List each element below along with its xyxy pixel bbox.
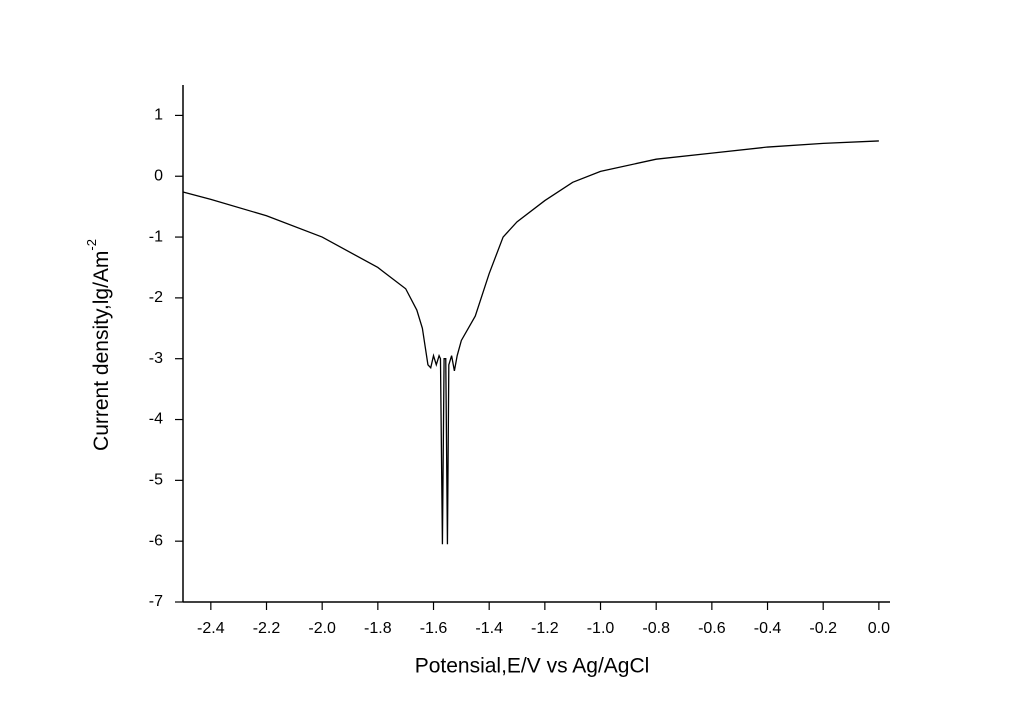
x-tick-label: -0.8 bbox=[642, 620, 670, 637]
y-axis-title: Current density,lg/Am-2 bbox=[84, 239, 112, 451]
data-line bbox=[182, 140, 879, 545]
y-tick-label: -7 bbox=[149, 593, 163, 610]
y-tick-label: -3 bbox=[149, 350, 163, 367]
x-tick-label: -1.4 bbox=[475, 620, 503, 637]
x-axis-title: Potensial,E/V vs Ag/AgCl bbox=[415, 655, 650, 678]
y-tick-label: -1 bbox=[149, 228, 163, 245]
y-tick-label: 1 bbox=[154, 107, 163, 124]
y-axis-title-text: Current density,lg/Am bbox=[90, 251, 113, 451]
y-axis-title-sup: -2 bbox=[84, 239, 99, 251]
x-tick-label: 0.0 bbox=[868, 620, 890, 637]
x-tick-label: -1.8 bbox=[364, 620, 392, 637]
x-tick-label: -0.4 bbox=[754, 620, 782, 637]
y-tick-label: 0 bbox=[154, 167, 163, 184]
x-tick-label: -1.0 bbox=[587, 620, 615, 637]
y-tick-label: -2 bbox=[149, 289, 163, 306]
x-tick-label: -2.2 bbox=[253, 620, 281, 637]
x-tick-label: -0.2 bbox=[809, 620, 837, 637]
x-tick-label: -2.0 bbox=[308, 620, 336, 637]
y-tick-label: -4 bbox=[149, 411, 163, 428]
y-tick-label: -6 bbox=[149, 532, 163, 549]
x-tick-label: -1.2 bbox=[531, 620, 559, 637]
y-tick-label: -5 bbox=[149, 472, 163, 489]
x-tick-label: -1.6 bbox=[420, 620, 448, 637]
x-tick-label: -2.4 bbox=[197, 620, 225, 637]
x-tick-label: -0.6 bbox=[698, 620, 726, 637]
